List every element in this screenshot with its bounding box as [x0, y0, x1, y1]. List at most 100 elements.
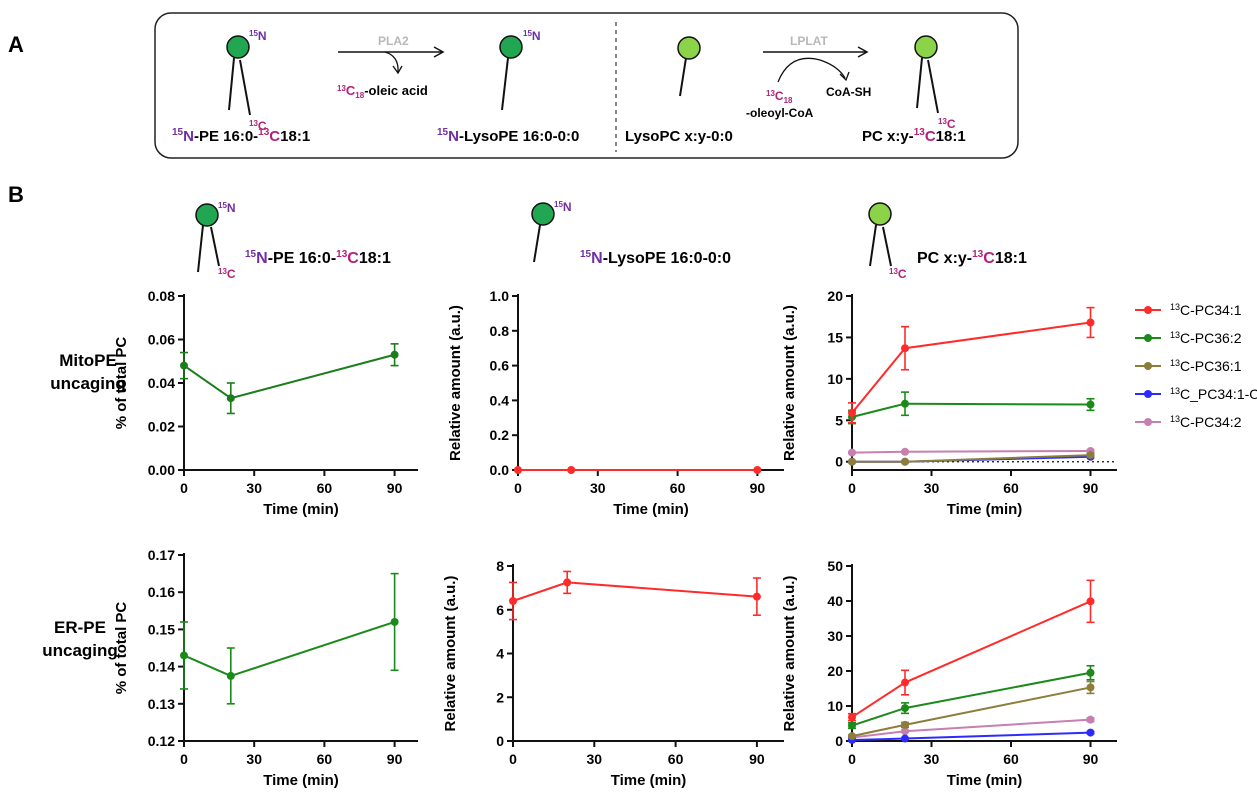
data-point — [901, 720, 909, 729]
reaction-scheme: 15N 13C PLA2 13C18-oleic acid 15N 15N-PE… — [154, 12, 1019, 159]
chart-mito-lysope: 0.0 0.2 0.4 0.6 0.8 1.0 0 30 60 90 Time (min) Relat… — [447, 288, 784, 518]
y-tick-label: 0.17 — [148, 547, 175, 563]
series-13c-pc34-2 — [848, 446, 1095, 457]
y-axis-label: % of total PC — [113, 602, 130, 695]
data-point — [567, 466, 576, 474]
y-tick-label: 10 — [827, 371, 843, 387]
pe-header-icon — [195, 203, 220, 273]
y-axis-label: Relative amount (a.u.) — [781, 305, 798, 461]
series-data — [509, 570, 761, 621]
panel-label-a: A — [8, 32, 24, 57]
row-label-mito-line2: uncaging — [50, 374, 126, 393]
x-tick-label: 90 — [387, 751, 403, 767]
oleoyl-coa-label: -oleoyl-CoA — [746, 106, 814, 120]
y-tick-label: 0 — [835, 733, 843, 749]
scheme-pe-label: 15N-PE 16:0-13C18:1 — [172, 127, 310, 145]
data-point — [848, 448, 856, 457]
data-point — [901, 734, 909, 743]
scheme-lysope-label: 15N-LysoPE 16:0-0:0 — [437, 127, 579, 145]
y-tick-label: 0.6 — [490, 358, 510, 374]
series-13c-pc36-1 — [848, 451, 1095, 466]
legend-swatch-marker — [1144, 306, 1152, 314]
y-tick-label: 0.00 — [148, 462, 175, 478]
y-tick-label: 0.12 — [148, 733, 175, 749]
y-tick-label: 2 — [496, 689, 504, 705]
x-tick-label: 90 — [1083, 751, 1099, 767]
data-point — [753, 466, 762, 474]
series-13c-pc36-1 — [848, 680, 1095, 741]
legend-item: 13C-PC34:2 — [1135, 414, 1242, 430]
y-tick-label: 8 — [496, 558, 504, 574]
y-tick-label: 15 — [827, 329, 843, 345]
legend-label: 13C-PC34:2 — [1170, 414, 1242, 430]
svg-text:15N: 15N — [554, 200, 572, 214]
series-line — [183, 621, 395, 677]
y-tick-label: 0.15 — [148, 621, 175, 637]
y-tick-label: 0.08 — [148, 288, 175, 304]
y-tick-label: 50 — [827, 558, 843, 574]
data-point — [848, 408, 856, 417]
x-tick-label: 90 — [749, 751, 765, 767]
y-tick-label: 4 — [496, 646, 504, 662]
data-point — [848, 721, 856, 730]
legend: 13C-PC34:1 13C-PC36:2 13C-PC36:1 13C_PC34:1… — [1135, 302, 1257, 430]
series-line — [851, 321, 1091, 414]
legend-item: 13C_PC34:1-O — [1135, 386, 1257, 402]
column-title-pc: PC x:y-13C18:1 — [917, 249, 1027, 267]
x-tick-label: 90 — [1083, 480, 1099, 496]
svg-text:13C: 13C — [218, 267, 236, 281]
data-point — [901, 678, 909, 687]
legend-item: 13C-PC36:1 — [1135, 358, 1242, 374]
row-label-er-line1: ER-PE — [54, 618, 106, 637]
data-point — [1086, 683, 1095, 692]
series-line — [851, 449, 1091, 454]
oleic-acid-label: 13C18-oleic acid — [337, 83, 428, 100]
chart-mito-pc: 0 5 10 15 20 0 30 60 90 Time (min) Relative amount… — [781, 288, 1117, 518]
y-tick-label: 0.2 — [490, 427, 510, 443]
chart-er-lysope: 0 2 4 6 8 0 30 60 90 Time (min) Relative amount (a… — [442, 558, 784, 789]
legend-swatch-marker — [1144, 362, 1152, 370]
y-tick-label: 5 — [835, 412, 843, 428]
data-point — [180, 651, 188, 660]
x-tick-label: 60 — [317, 751, 333, 767]
x-axis-label: Time (min) — [611, 772, 687, 789]
y-tick-label: 10 — [827, 698, 843, 714]
lysopc-molecule-icon — [677, 36, 701, 97]
series-line — [851, 402, 1091, 418]
legend-label: 13C-PC36:2 — [1170, 330, 1242, 346]
chart-er-pe: 0.12 0.13 0.14 0.15 0.16 0.17 0 30 60 90 Time (min… — [113, 547, 418, 789]
x-tick-label: 90 — [750, 480, 766, 496]
column-header-lysope: 15N 15N-LysoPE 16:0-0:0 — [531, 200, 731, 267]
data-point — [1086, 597, 1095, 606]
data-point — [1086, 668, 1095, 677]
lysope-molecule-icon — [499, 35, 523, 111]
y-tick-label: 1.0 — [490, 288, 510, 304]
data-point — [901, 704, 909, 713]
legend-swatch-marker — [1144, 334, 1152, 342]
x-tick-label: 0 — [180, 480, 188, 496]
column-header-pe: 15N 13C 15N-PE 16:0-13C18:1 — [195, 201, 391, 281]
y-tick-label: 30 — [827, 628, 843, 644]
pe-n15-tag: 15N — [249, 29, 267, 43]
data-point — [180, 361, 188, 370]
y-tick-label: 0.0 — [490, 462, 510, 478]
x-tick-label: 0 — [848, 751, 856, 767]
scheme-pc-label: PC x:y-13C18:1 — [862, 127, 966, 145]
x-tick-label: 30 — [590, 480, 606, 496]
x-tick-label: 30 — [587, 751, 603, 767]
y-tick-label: 0.8 — [490, 323, 510, 339]
data-point — [901, 727, 909, 736]
x-axis-label: Time (min) — [263, 772, 339, 789]
series-line — [512, 581, 757, 602]
column-title-lysope: 15N-LysoPE 16:0-0:0 — [580, 249, 731, 267]
data-point — [848, 457, 856, 466]
x-tick-label: 30 — [246, 751, 262, 767]
x-tick-label: 0 — [180, 751, 188, 767]
svg-text:15N: 15N — [218, 201, 236, 215]
data-point — [901, 399, 909, 408]
x-tick-label: 60 — [1003, 480, 1019, 496]
column-title-pe: 15N-PE 16:0-13C18:1 — [245, 249, 391, 267]
scheme-frame — [154, 12, 1019, 159]
series-line — [851, 600, 1091, 719]
